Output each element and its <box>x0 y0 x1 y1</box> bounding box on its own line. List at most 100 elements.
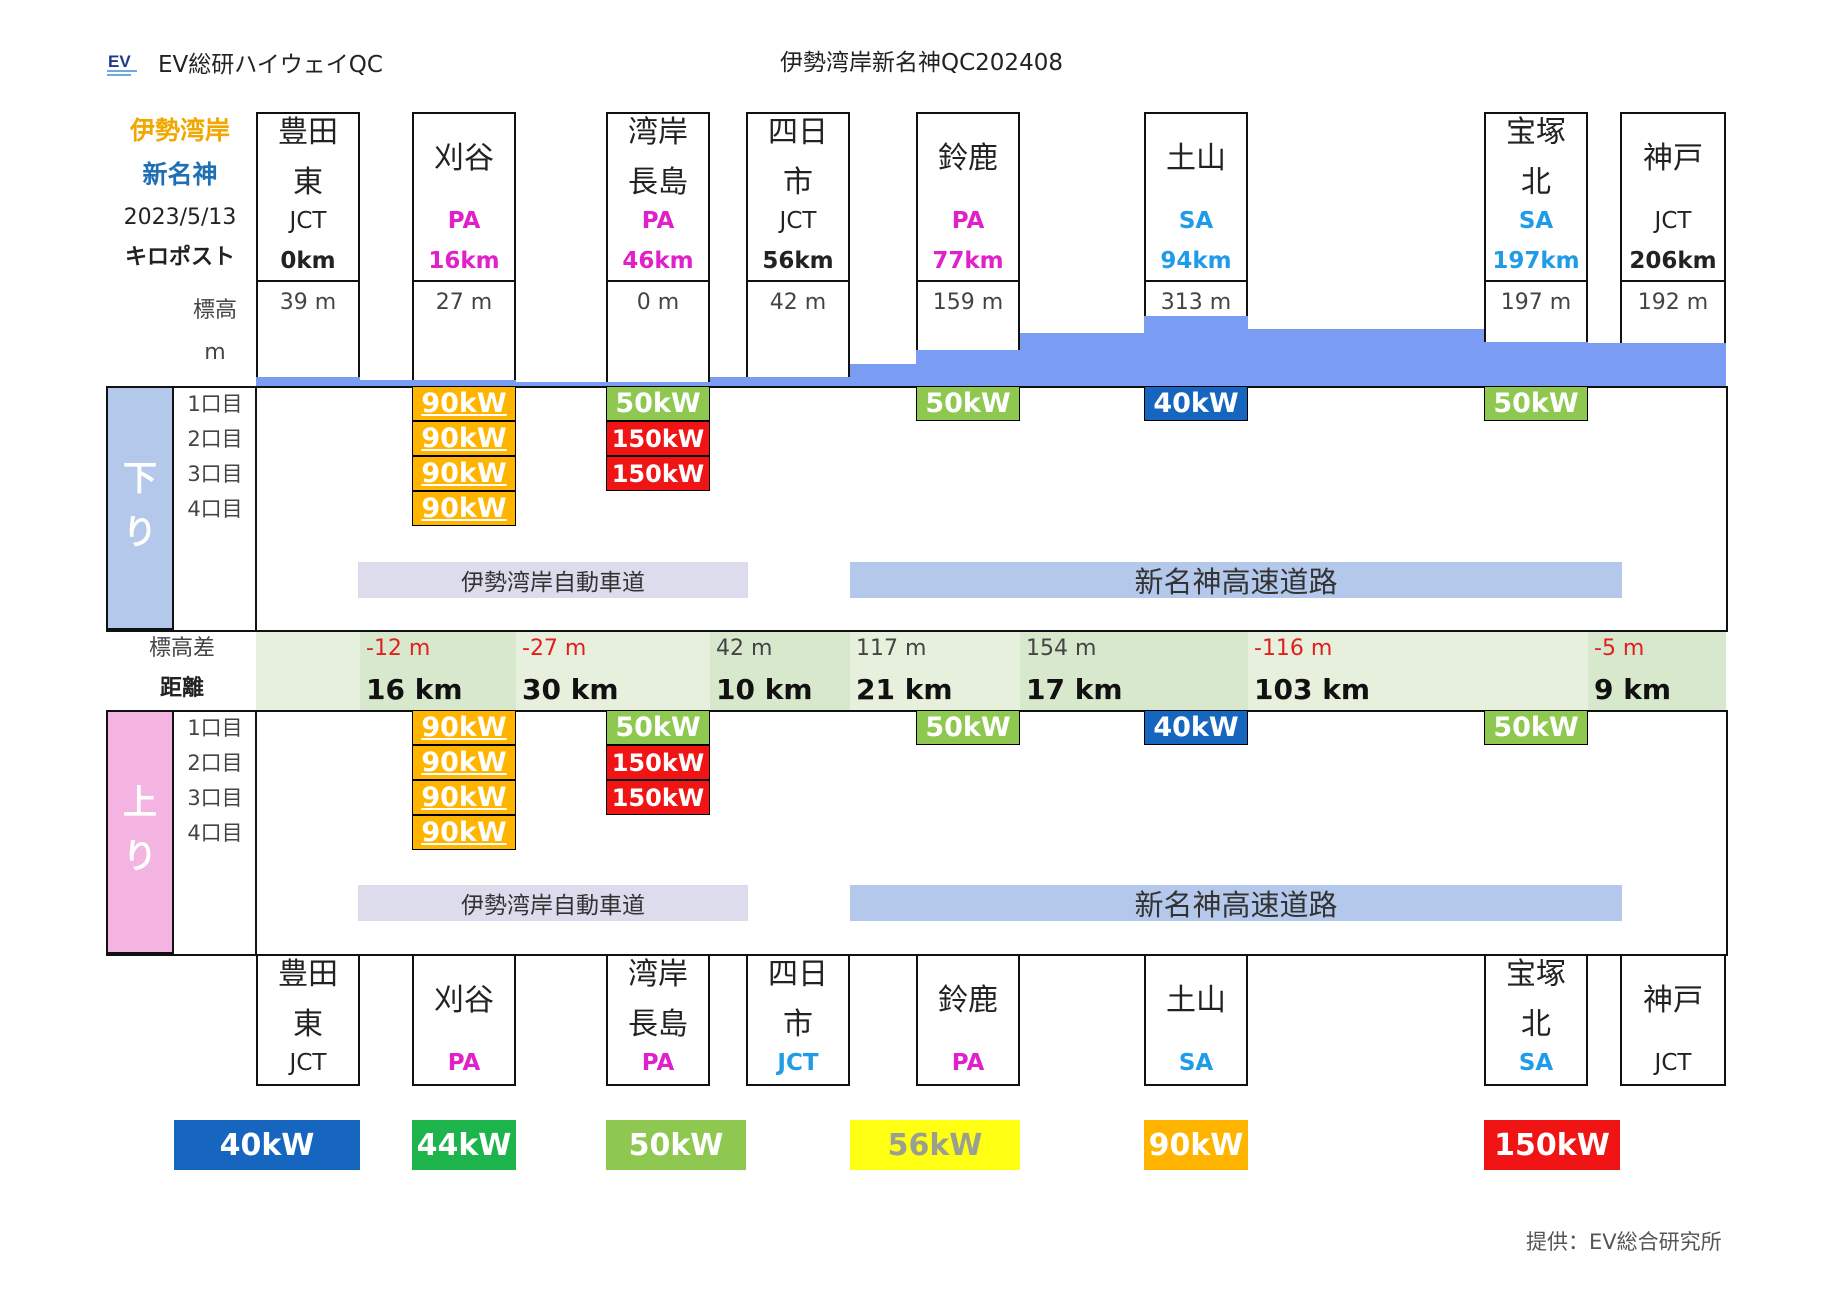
elevation-bar <box>850 363 916 386</box>
station-divider-toyotahigashi <box>258 280 358 282</box>
page-title: 伊勢湾岸新名神QC202408 <box>780 50 1063 76</box>
station-km-kobe: 206km <box>1629 248 1717 274</box>
station-type-tsuchiyama: SA <box>1178 208 1214 234</box>
station-box-bottom-takarazukakita: 宝塚北 SA <box>1484 954 1588 1086</box>
elevation-bar <box>1020 333 1144 386</box>
footer-credit: 提供：EV総合研究所 <box>1526 1230 1722 1254</box>
station-name-yokkaichi: 四日 <box>768 115 828 150</box>
station-type-suzuka: PA <box>951 1050 985 1076</box>
legend-150kw: 150kW <box>1484 1120 1620 1170</box>
charger-tsuchiyama-1: 40kW <box>1144 710 1248 745</box>
legend-90kw: 90kW <box>1144 1120 1248 1170</box>
station-name-wangannagashima: 湾岸 <box>628 957 688 992</box>
up-road-shinmeishin-text: 新名神高速道路 <box>1134 888 1338 922</box>
station-name2-toyotahigashi: 東 <box>293 165 323 200</box>
station-box-bottom-wangannagashima: 湾岸 長島 PA <box>606 954 710 1086</box>
port-label: 4口目 <box>187 497 243 521</box>
route1-label: 伊勢湾岸 <box>129 116 230 145</box>
station-divider-takarazukakita <box>1486 280 1586 282</box>
charger-kariya-3: 90kW <box>412 780 516 815</box>
segment-elev-diff: 42 m <box>716 636 773 661</box>
charger-wangannagashima-3: 150kW <box>606 780 710 815</box>
station-box-toyotahigashi: 豊田東 JCT 0km 39 m <box>256 112 360 386</box>
station-divider-wangannagashima <box>608 280 708 282</box>
station-type-wangannagashima: PA <box>641 1050 675 1076</box>
port-label: 4口目 <box>187 821 243 845</box>
port-label: 2口目 <box>187 427 243 451</box>
charger-kariya-2: 90kW <box>412 745 516 780</box>
segment-elev-diff: -116 m <box>1254 636 1333 661</box>
legend-40kw: 40kW <box>174 1120 360 1170</box>
charger-kariya-3: 90kW <box>412 456 516 491</box>
elevation-bar <box>360 379 412 386</box>
station-elev-toyotahigashi: 39 m <box>279 290 337 315</box>
station-name-takarazukakita: 宝塚 <box>1506 115 1566 150</box>
station-name2-yokkaichi: 市 <box>783 1007 813 1042</box>
station-divider-kariya <box>414 280 514 282</box>
elevation-unit: m <box>204 340 226 365</box>
down-port-divider <box>255 386 257 632</box>
station-box-bottom-suzuka: 鈴鹿 PA <box>916 954 1020 1086</box>
station-type-yokkaichi: JCT <box>777 1050 819 1076</box>
station-type-kariya: PA <box>447 208 481 234</box>
elevation-bar <box>1620 343 1726 386</box>
segment-distance: 21 km <box>856 673 953 706</box>
svg-text:EV: EV <box>108 52 131 71</box>
station-type-wangannagashima: PA <box>641 208 675 234</box>
station-name-takarazukakita: 宝塚 <box>1506 957 1566 992</box>
station-box-bottom-yokkaichi: 四日市 JCT <box>746 954 850 1086</box>
station-km-yokkaichi: 56km <box>762 248 834 274</box>
station-km-toyotahigashi: 0km <box>280 248 336 274</box>
up-label-2: り <box>123 837 157 877</box>
charger-takarazukakita-1: 50kW <box>1484 710 1588 745</box>
segment-elev-diff: -12 m <box>366 636 431 661</box>
date-label: 2023/5/13 <box>123 205 237 230</box>
charger-kariya-4: 90kW <box>412 815 516 850</box>
charger-wangannagashima-2: 150kW <box>606 745 710 780</box>
station-name-kariya: 刈谷 <box>434 983 494 1018</box>
station-km-kariya: 16km <box>428 248 500 274</box>
elevation-bar <box>746 376 850 386</box>
segment-elev-diff: 117 m <box>856 636 927 661</box>
station-name-suzuka: 鈴鹿 <box>938 983 998 1018</box>
down-road-isewangan-text: 伊勢湾岸自動車道 <box>461 570 645 596</box>
ev-logo-icon: EV <box>106 50 140 78</box>
brand-title: EV総研ハイウェイQC <box>158 52 383 78</box>
segment-elev-diff: 154 m <box>1026 636 1097 661</box>
station-name-yokkaichi: 四日 <box>768 957 828 992</box>
port-label: 3口目 <box>187 786 243 810</box>
legend-56kw: 56kW <box>850 1120 1020 1170</box>
segment-distance: 30 km <box>522 673 619 706</box>
station-name-suzuka: 鈴鹿 <box>938 141 998 176</box>
station-name-tsuchiyama: 土山 <box>1166 141 1226 176</box>
up-port-divider <box>255 710 257 956</box>
station-name-toyotahigashi: 豊田 <box>278 957 338 992</box>
station-divider-yokkaichi <box>748 280 848 282</box>
segment-shade <box>710 632 850 710</box>
station-name2-yokkaichi: 市 <box>783 165 813 200</box>
station-box-bottom-kobe: 神戸 JCT <box>1620 954 1726 1086</box>
segment-distance: 16 km <box>366 673 463 706</box>
charger-wangannagashima-2: 150kW <box>606 421 710 456</box>
station-box-takarazukakita: 宝塚北 SA 197km 197 m <box>1484 112 1588 386</box>
station-type-kariya: PA <box>447 1050 481 1076</box>
station-type-kobe: JCT <box>1654 208 1692 234</box>
charger-wangannagashima-3: 150kW <box>606 456 710 491</box>
up-right-border <box>1726 710 1728 956</box>
station-name-toyotahigashi: 豊田 <box>278 115 338 150</box>
down-road-shinmeishin-text: 新名神高速道路 <box>1134 565 1338 599</box>
station-name-kobe: 神戸 <box>1643 983 1703 1018</box>
station-name2-takarazukakita: 北 <box>1521 165 1551 200</box>
up-road-isewangan-text: 伊勢湾岸自動車道 <box>461 893 645 919</box>
elevation-bar <box>412 379 516 386</box>
port-label: 2口目 <box>187 751 243 775</box>
port-label: 3口目 <box>187 462 243 486</box>
elevation-bar <box>710 376 746 386</box>
station-elev-kariya: 27 m <box>435 290 493 315</box>
up-road-shinmeishin: 新名神高速道路 <box>850 885 1622 922</box>
up-road-isewangan: 伊勢湾岸自動車道 <box>358 885 748 921</box>
station-box-kobe: 神戸 JCT 206km 192 m <box>1620 112 1726 386</box>
station-type-tsuchiyama: SA <box>1178 1050 1214 1076</box>
station-type-yokkaichi: JCT <box>779 208 817 234</box>
